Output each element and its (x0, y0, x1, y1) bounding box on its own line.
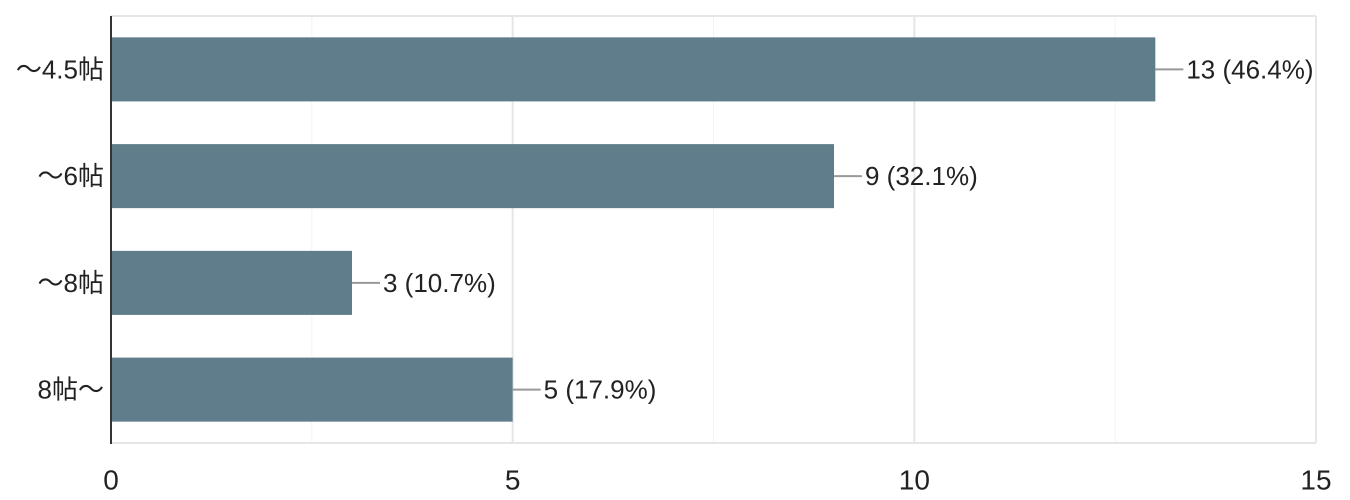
data-label: 13 (46.4%) (1186, 54, 1313, 84)
bar[interactable] (111, 144, 834, 209)
category-label: ～4.5帖 (16, 54, 104, 84)
x-tick-label: 5 (505, 465, 521, 496)
x-tick-label: 10 (899, 465, 930, 496)
data-label: 9 (32.1%) (865, 161, 978, 191)
x-tick-label: 0 (103, 465, 119, 496)
category-label: ～6帖 (38, 161, 104, 191)
x-tick-label: 15 (1300, 465, 1331, 496)
data-label: 5 (17.9%) (544, 375, 657, 405)
category-label: 8帖～ (38, 375, 104, 405)
data-label: 3 (10.7%) (383, 268, 496, 298)
bar[interactable] (111, 37, 1156, 102)
category-label: ～8帖 (38, 268, 104, 298)
bar[interactable] (111, 357, 513, 422)
bar[interactable] (111, 250, 352, 315)
